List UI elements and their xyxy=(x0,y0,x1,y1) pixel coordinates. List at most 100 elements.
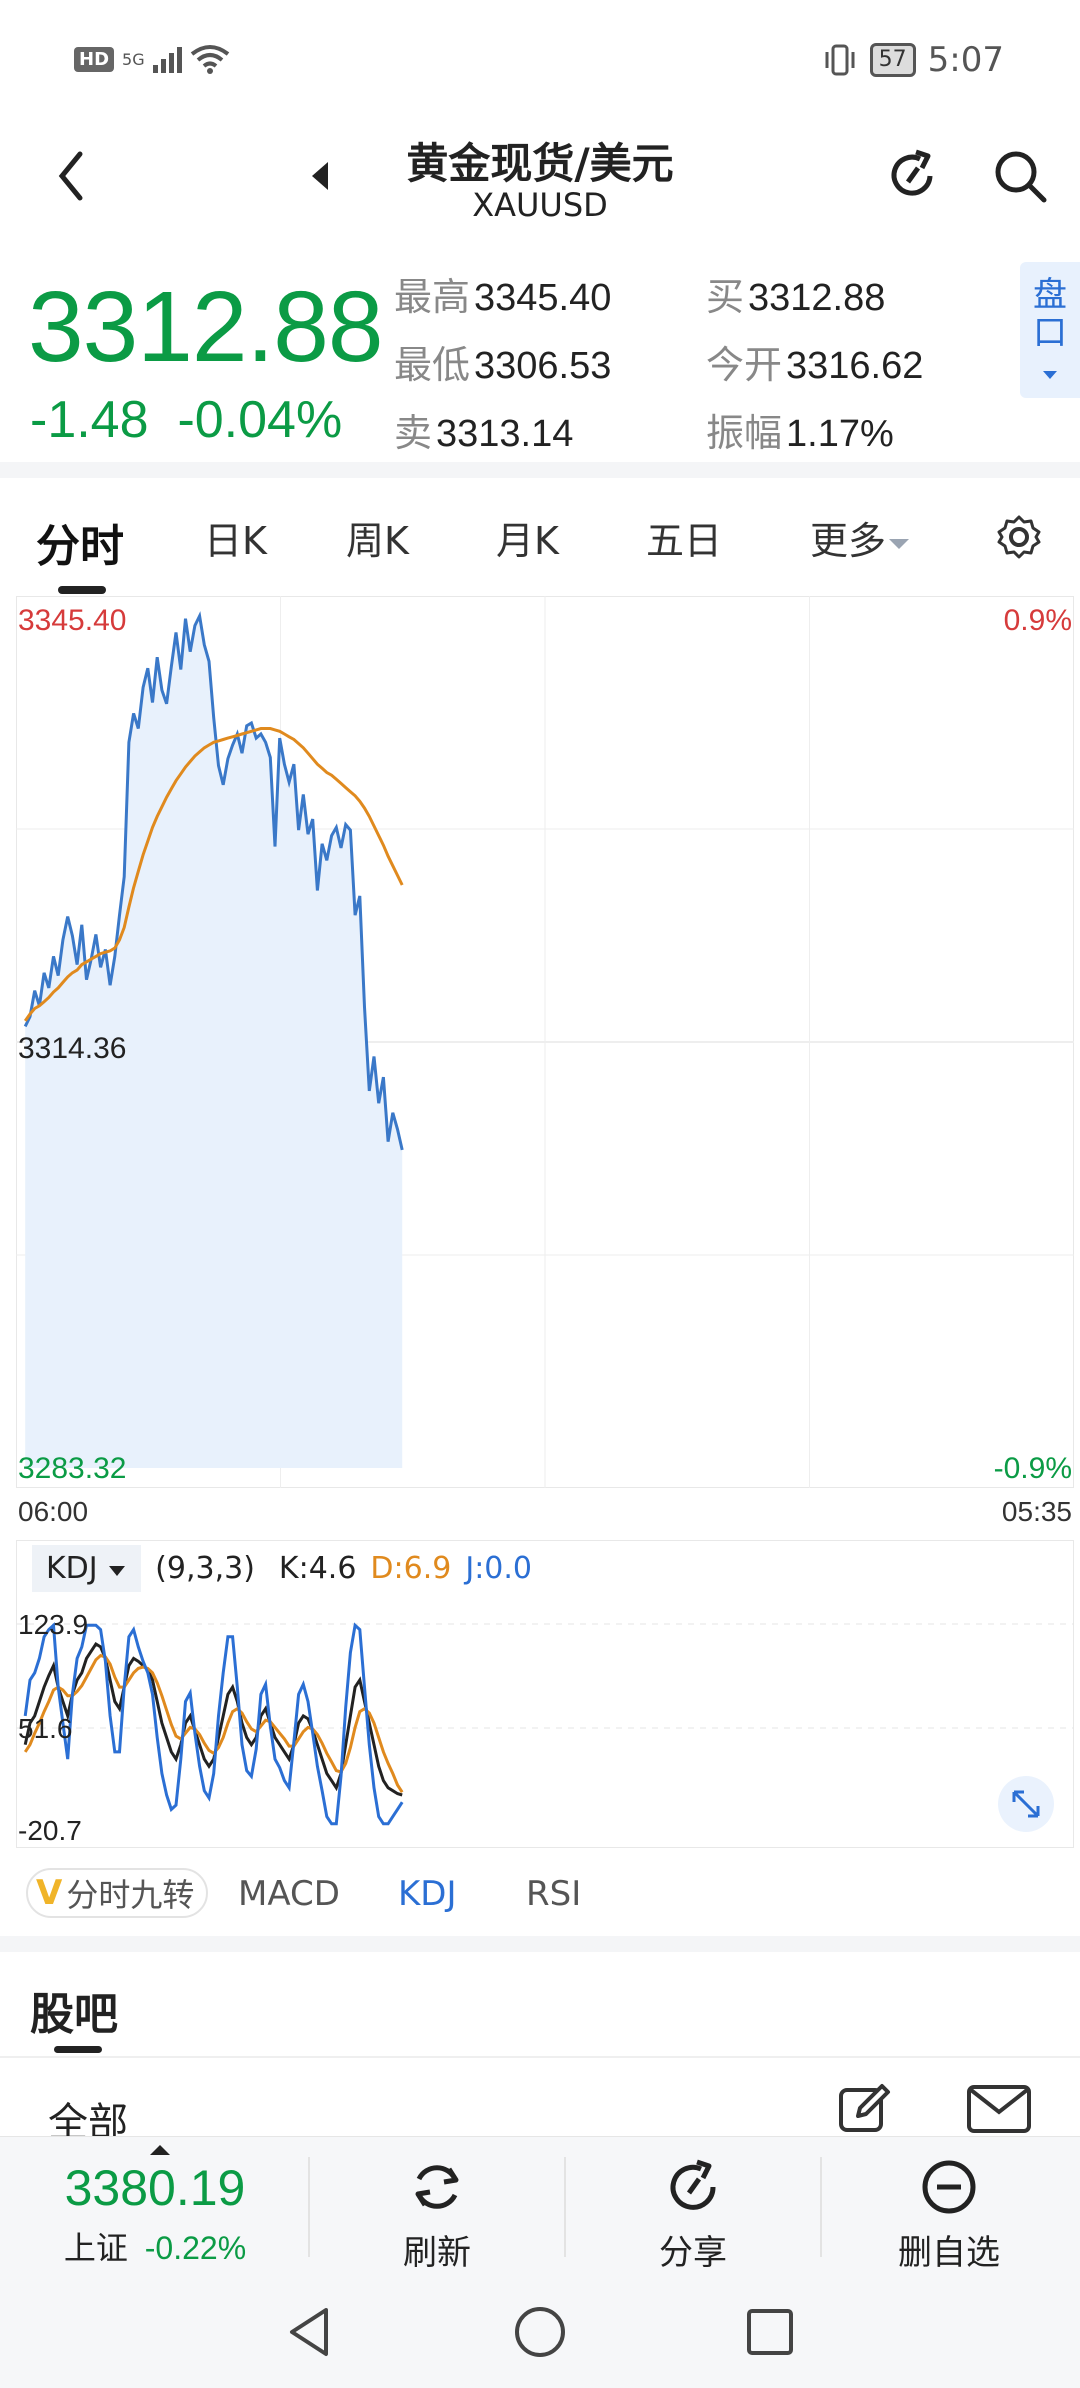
section-divider xyxy=(0,1936,1080,1952)
j-line xyxy=(23,1622,404,1826)
price-area xyxy=(25,616,403,1468)
divider xyxy=(0,2056,1080,2058)
signal-icon xyxy=(152,45,182,73)
caret-down-icon xyxy=(109,1565,126,1576)
amplitude-value: 1.17% xyxy=(786,413,894,455)
clock: 5:07 xyxy=(927,40,1004,80)
refresh-label: 刷新 xyxy=(403,2233,471,2273)
order-book-label: 盘口 xyxy=(1033,275,1067,353)
tab-kdj[interactable]: KDJ xyxy=(398,1874,457,1914)
change-value: -1.48 xyxy=(30,391,149,449)
gear-icon[interactable] xyxy=(996,514,1042,560)
vip-icon: V xyxy=(36,1873,63,1913)
tab-intraday[interactable]: 分时 xyxy=(36,521,124,572)
tab-daily-k[interactable]: 日K xyxy=(204,519,267,563)
nine-turn-button[interactable]: V 分时九转 xyxy=(26,1868,209,1918)
amplitude-stat: 振幅 1.17% xyxy=(706,402,894,457)
expand-icon[interactable] xyxy=(998,1776,1054,1832)
index-change: -0.22% xyxy=(144,2230,247,2266)
nav-back-icon[interactable] xyxy=(282,2304,338,2360)
vibrate-icon xyxy=(825,44,855,76)
buy-value: 3312.88 xyxy=(748,277,886,319)
tab-weekly-k[interactable]: 周K xyxy=(346,519,409,563)
index-ticker[interactable]: 3380.19 上证 -0.22% xyxy=(0,2137,310,2277)
tab-more-label: 更多 xyxy=(810,519,887,563)
divider xyxy=(564,2157,566,2257)
change-percent: -0.04% xyxy=(177,391,343,449)
search-icon[interactable] xyxy=(988,144,1052,208)
tab-monthly-k[interactable]: 月K xyxy=(496,519,559,563)
price-change: -1.48 -0.04% xyxy=(30,390,342,450)
battery-icon: 57 xyxy=(869,43,916,77)
hd-badge: HD xyxy=(74,46,115,72)
tab-macd[interactable]: MACD xyxy=(238,1874,340,1914)
remove-watchlist-button[interactable]: 删自选 xyxy=(822,2137,1076,2277)
system-nav-bar xyxy=(0,2276,1080,2388)
sell-value: 3313.14 xyxy=(436,413,574,455)
d-value: D:6.9 xyxy=(370,1550,452,1586)
order-book-toggle[interactable]: 盘口 xyxy=(1020,262,1080,398)
forum-title-indicator xyxy=(54,2046,102,2053)
indicator-selector[interactable]: KDJ xyxy=(32,1544,142,1592)
wifi-icon xyxy=(190,45,229,74)
low-label: 最低 xyxy=(394,345,471,387)
sell-label: 卖 xyxy=(394,413,433,455)
network-label: 5G xyxy=(122,49,145,69)
x-end-label: 05:35 xyxy=(1001,1496,1072,1527)
nine-turn-label: 分时九转 xyxy=(66,1876,195,1914)
prev-instrument-icon[interactable] xyxy=(306,156,334,196)
index-price: 3380.19 xyxy=(64,2160,246,2216)
tab-active-indicator xyxy=(58,586,106,594)
status-bar: HD 5G 57 5:07 xyxy=(0,0,1080,120)
refresh-icon xyxy=(415,2165,459,2209)
share-button[interactable]: 分享 xyxy=(566,2137,820,2277)
section-divider xyxy=(0,462,1080,478)
average-line xyxy=(23,727,404,1022)
divider xyxy=(820,2157,822,2257)
forum-title[interactable]: 股吧 xyxy=(30,1989,118,2040)
tab-more[interactable]: 更多 xyxy=(810,510,912,565)
pct-top-label: 0.9% xyxy=(1004,604,1072,637)
buy-stat: 买 3312.88 xyxy=(706,266,885,321)
edit-icon[interactable] xyxy=(836,2080,892,2136)
price-line xyxy=(23,611,404,1151)
back-icon[interactable] xyxy=(52,146,92,206)
amplitude-label: 振幅 xyxy=(706,413,783,455)
title-bar: 黄金现货/美元 XAUUSD xyxy=(0,120,1080,240)
x-start-label: 06:00 xyxy=(18,1496,89,1527)
d-line xyxy=(23,1653,404,1794)
indicator-selector-label: KDJ xyxy=(46,1550,98,1586)
refresh-button[interactable]: 刷新 xyxy=(310,2137,564,2277)
indicator-tabs: V 分时九转 MACD KDJ RSI xyxy=(0,1862,1080,1928)
index-name: 上证 xyxy=(63,2230,128,2266)
caret-down-icon xyxy=(1043,371,1057,379)
kdj-bottom-label: -20.7 xyxy=(18,1815,82,1846)
kdj-params: (9,3,3) xyxy=(155,1550,255,1586)
tab-five-day[interactable]: 五日 xyxy=(646,519,723,563)
kdj-header: KDJ (9,3,3) K:4.6 D:6.9 J:0.0 xyxy=(32,1540,532,1596)
nav-recents-icon[interactable] xyxy=(742,2304,798,2360)
share-refresh-icon[interactable] xyxy=(880,144,944,208)
low-stat: 最低 3306.53 xyxy=(394,334,611,389)
sell-stat: 卖 3313.14 xyxy=(394,402,573,457)
intraday-chart[interactable]: 3345.40 3314.36 3283.32 0.9% -0.9% xyxy=(16,596,1074,1488)
y-bottom-label: 3283.32 xyxy=(18,1452,126,1485)
share-icon xyxy=(670,2159,716,2210)
mail-icon[interactable] xyxy=(966,2084,1032,2134)
nav-home-icon[interactable] xyxy=(512,2304,568,2360)
low-value: 3306.53 xyxy=(474,345,612,387)
y-mid-label: 3314.36 xyxy=(18,1032,126,1065)
j-value: J:0.0 xyxy=(465,1550,533,1586)
dropdown-icon xyxy=(889,539,910,549)
caret-up-icon xyxy=(150,2145,170,2155)
k-value: K:4.6 xyxy=(278,1550,357,1586)
minus-circle-icon xyxy=(922,2160,976,2214)
kdj-chart[interactable]: 123.9 51.6 -20.7 xyxy=(16,1540,1074,1848)
remove-watchlist-label: 删自选 xyxy=(898,2233,1000,2273)
kdj-top-label: 123.9 xyxy=(18,1609,88,1640)
tab-rsi[interactable]: RSI xyxy=(526,1874,582,1914)
open-label: 今开 xyxy=(706,345,783,387)
pct-bottom-label: -0.9% xyxy=(994,1452,1072,1485)
chart-period-tabs: 分时 日K 周K 月K 五日 更多 xyxy=(0,480,1080,594)
page-title: 黄金现货/美元 xyxy=(406,139,674,188)
